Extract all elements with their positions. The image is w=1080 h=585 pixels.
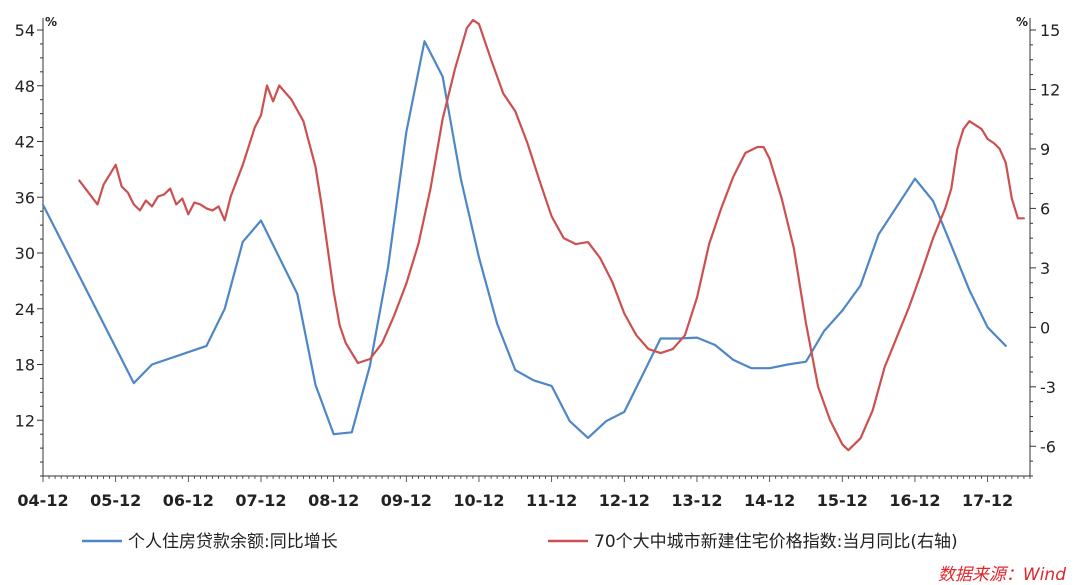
series-line-2 <box>78 19 1025 452</box>
x-tick-label: 11-12 <box>526 491 577 510</box>
right-tick-label: 3 <box>1040 259 1050 278</box>
x-tick-label: 05-12 <box>90 491 141 510</box>
series-line-1 <box>41 40 1007 439</box>
source-note: 数据来源：Wind <box>938 565 1066 585</box>
legend: 个人住房贷款余额:同比增长 70个大中城市新建住宅价格指数:当月同比(右轴) <box>82 532 958 552</box>
series-lines <box>41 19 1025 452</box>
left-tick-label: 24 <box>15 300 35 319</box>
x-tick-label: 15-12 <box>817 491 868 510</box>
right-tick-label: 15 <box>1040 21 1060 40</box>
left-axis-unit: % <box>45 15 57 29</box>
right-tick-label: 6 <box>1040 199 1050 218</box>
left-tick-label: 48 <box>15 77 35 96</box>
right-tick-label: 9 <box>1040 140 1050 159</box>
right-tick-label: 0 <box>1040 318 1050 337</box>
left-tick-label: 42 <box>15 133 35 152</box>
x-tick-label: 04-12 <box>17 491 68 510</box>
x-tick-label: 06-12 <box>163 491 214 510</box>
left-tick-label: 18 <box>15 356 35 375</box>
right-tick-label: -3 <box>1040 378 1056 397</box>
left-tick-label: 54 <box>15 21 35 40</box>
x-tick-label: 09-12 <box>381 491 432 510</box>
right-tick-label: -6 <box>1040 437 1056 456</box>
left-tick-label: 12 <box>15 411 35 430</box>
x-tick-label: 17-12 <box>962 491 1013 510</box>
x-tick-label: 10-12 <box>453 491 504 510</box>
left-tick-label: 30 <box>15 244 35 263</box>
x-tick-label: 14-12 <box>744 491 795 510</box>
legend-label-1: 个人住房贷款余额:同比增长 <box>128 532 338 552</box>
x-tick-label: 16-12 <box>889 491 940 510</box>
x-tick-label: 08-12 <box>308 491 359 510</box>
x-tick-label: 07-12 <box>235 491 286 510</box>
right-tick-label: 12 <box>1040 80 1060 99</box>
x-tick-label: 13-12 <box>671 491 722 510</box>
right-axis-unit: % <box>1016 15 1028 29</box>
x-tick-label: 12-12 <box>599 491 650 510</box>
left-tick-label: 36 <box>15 188 35 207</box>
legend-label-2: 70个大中城市新建住宅价格指数:当月同比(右轴) <box>594 532 958 552</box>
